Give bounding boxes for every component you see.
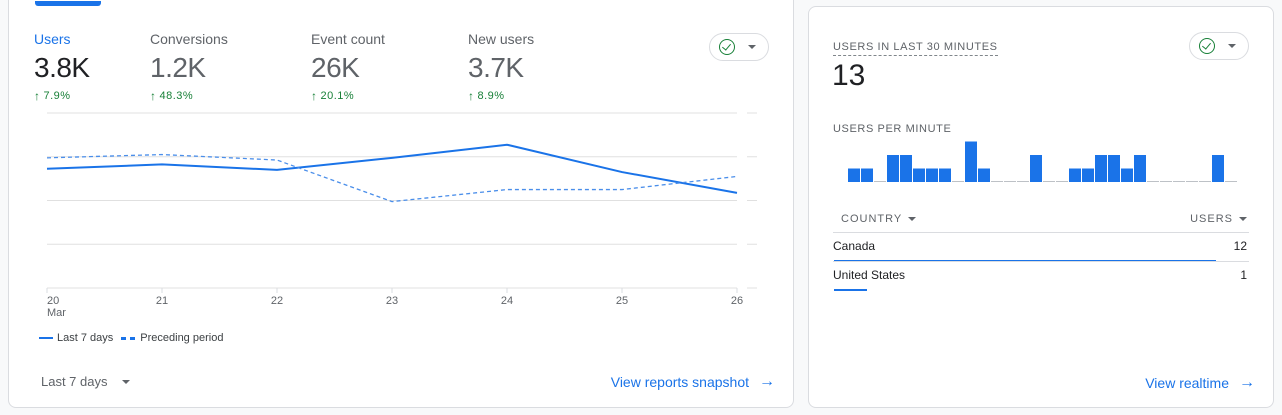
minute-bar [1069, 168, 1081, 182]
minute-bar [1095, 155, 1107, 182]
minute-bar [1082, 168, 1094, 182]
minute-bar [939, 168, 951, 182]
x-tick-label: 26 [731, 295, 743, 307]
metric-label: Event count [311, 31, 385, 47]
arrow-up-icon: ↑ [311, 89, 318, 103]
users-per-minute-label: USERS PER MINUTE [833, 123, 952, 135]
table-divider [833, 232, 1249, 233]
date-range-label: Last 7 days [41, 374, 108, 389]
minute-bar-empty [1056, 181, 1068, 182]
minute-bar [926, 168, 938, 182]
country-users: 12 [1233, 239, 1247, 253]
metric-value: 26K [311, 52, 360, 83]
arrow-right-icon: → [759, 373, 775, 390]
metric-label: Users [34, 31, 71, 47]
x-tick-sublabel: Mar [47, 307, 66, 318]
realtime-title[interactable]: USERS IN LAST 30 MINUTES [833, 41, 998, 56]
minute-bar [1121, 168, 1133, 182]
minute-bar-empty [1004, 181, 1016, 182]
share-bar [834, 289, 868, 291]
metric-label: New users [468, 31, 535, 47]
users-per-minute-chart [848, 141, 1237, 182]
x-tick-label: 23 [386, 295, 398, 307]
arrow-right-icon: → [1239, 374, 1255, 391]
legend-dashed-swatch [121, 336, 136, 340]
minute-bar [978, 168, 990, 182]
metric-tab-conversions[interactable]: Conversions 1.2K ↑ 48.3% [150, 31, 228, 103]
caret-down-icon [748, 45, 756, 49]
caret-down-icon [1239, 217, 1247, 221]
metric-tab-event-count[interactable]: Event count 26K ↑ 20.1% [311, 31, 385, 103]
minute-bar [1030, 155, 1042, 182]
x-tick-label: 20 [47, 295, 59, 307]
metric-tab-users[interactable]: Users 3.8K ↑ 7.9% [34, 31, 90, 103]
date-range-dropdown[interactable]: Last 7 days [41, 374, 130, 389]
caret-down-icon [1228, 44, 1236, 48]
minute-bar-empty [1017, 181, 1029, 182]
minute-bar-empty [1199, 181, 1211, 182]
series-line-preceding-period [46, 153, 738, 203]
caret-down-icon [908, 217, 917, 221]
minute-bar-empty [1160, 181, 1172, 182]
realtime-card: USERS IN LAST 30 MINUTES 13 USERS PER MI… [808, 6, 1274, 408]
metric-value: 3.7K [468, 52, 524, 83]
minute-bar-empty [1186, 181, 1198, 182]
minute-bar [1108, 155, 1120, 182]
minute-bar [1212, 155, 1224, 182]
chart-legend: Last 7 days Preceding period [39, 332, 223, 344]
minute-bar [848, 168, 860, 182]
legend-current: Last 7 days [57, 332, 114, 344]
metric-delta: ↑ 48.3% [150, 89, 194, 103]
arrow-up-icon: ↑ [468, 89, 475, 103]
country-name: United States [833, 268, 906, 282]
minute-bar-empty [952, 181, 964, 182]
caret-down-icon [121, 379, 130, 384]
minute-bar-empty [991, 181, 1003, 182]
metric-delta: ↑ 20.1% [311, 89, 355, 103]
realtime-insights-dropdown[interactable] [1189, 32, 1249, 60]
active-metric-indicator [35, 1, 101, 6]
check-circle-icon [719, 39, 735, 55]
minute-bar-empty [1225, 181, 1237, 182]
minute-bar [861, 168, 873, 182]
x-tick-label: 25 [616, 295, 628, 307]
country-column-header[interactable]: COUNTRY [841, 213, 917, 225]
metric-value: 1.2K [150, 52, 206, 83]
view-realtime-link[interactable]: View realtime → [1145, 374, 1255, 391]
minute-bar [965, 141, 977, 182]
series-line-last-7-days [46, 143, 738, 194]
overview-card: Users 3.8K ↑ 7.9% Conversions 1.2K ↑ 48.3%… [8, 0, 794, 408]
minute-bar-empty [1147, 181, 1159, 182]
metric-value: 3.8K [34, 52, 90, 83]
minute-bar-empty [874, 181, 886, 182]
users-line-chart: 800600400200020Mar212223242526 [46, 112, 757, 318]
metric-delta: ↑ 8.9% [468, 89, 505, 103]
country-users: 1 [1240, 268, 1247, 282]
arrow-up-icon: ↑ [150, 89, 157, 103]
view-reports-snapshot-link[interactable]: View reports snapshot → [610, 373, 775, 390]
x-tick-label: 21 [156, 295, 168, 307]
minute-bar [1134, 155, 1146, 182]
minute-bar-empty [1173, 181, 1185, 182]
x-tick-label: 22 [271, 295, 283, 307]
metric-label: Conversions [150, 31, 228, 47]
country-name: Canada [833, 239, 876, 253]
legend-solid-swatch [39, 337, 53, 339]
insights-status-dropdown[interactable] [709, 33, 769, 61]
minute-bar [900, 155, 912, 182]
check-circle-icon [1199, 38, 1215, 54]
realtime-users-value: 13 [832, 59, 866, 92]
metric-tab-new-users[interactable]: New users 3.7K ↑ 8.9% [468, 31, 534, 103]
table-divider [833, 261, 1249, 262]
minute-bar [887, 155, 899, 182]
users-column-header[interactable]: USERS [1190, 213, 1247, 225]
minute-bar [913, 168, 925, 182]
metric-delta: ↑ 7.9% [34, 89, 71, 103]
arrow-up-icon: ↑ [34, 89, 41, 103]
legend-previous: Preceding period [140, 332, 224, 344]
minute-bar-empty [1043, 181, 1055, 182]
x-tick-label: 24 [501, 295, 513, 307]
